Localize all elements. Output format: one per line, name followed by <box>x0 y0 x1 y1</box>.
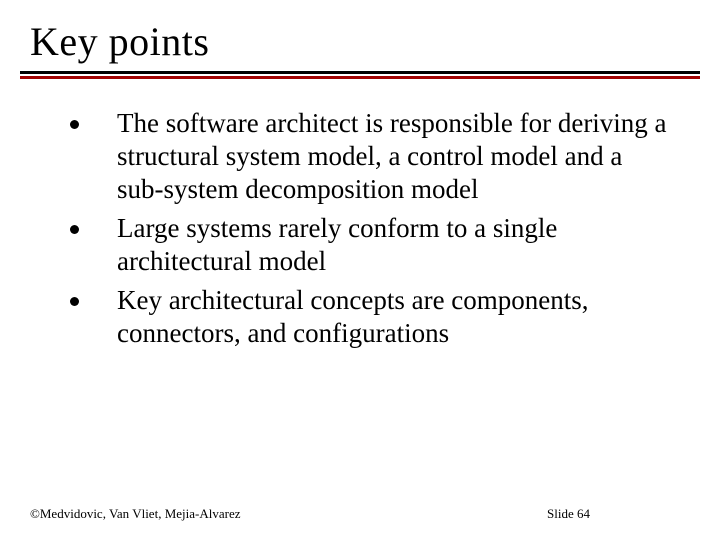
title-rule-dark <box>20 71 700 74</box>
bullet-list: The software architect is responsible fo… <box>70 107 670 350</box>
bullet-text: Large systems rarely conform to a single… <box>117 212 670 278</box>
footer-left: ©Medvidovic, Van Vliet, Mejia-Alvarez <box>30 506 240 522</box>
bullet-text: Key architectural concepts are component… <box>117 284 670 350</box>
bullet-icon <box>70 120 79 129</box>
bullet-text: The software architect is responsible fo… <box>117 107 670 206</box>
slide-footer: ©Medvidovic, Van Vliet, Mejia-Alvarez Sl… <box>0 506 720 522</box>
bullet-icon <box>70 297 79 306</box>
bullet-icon <box>70 225 79 234</box>
bullet-item: Key architectural concepts are component… <box>70 284 670 350</box>
bullet-item: Large systems rarely conform to a single… <box>70 212 670 278</box>
slide-title: Key points <box>0 0 720 71</box>
slide-body: The software architect is responsible fo… <box>0 79 720 350</box>
footer-right: Slide 64 <box>547 506 590 522</box>
bullet-item: The software architect is responsible fo… <box>70 107 670 206</box>
slide: Key points The software architect is res… <box>0 0 720 540</box>
